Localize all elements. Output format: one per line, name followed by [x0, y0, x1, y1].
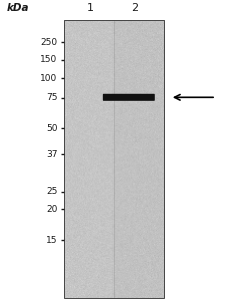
Text: 150: 150: [40, 55, 57, 64]
FancyBboxPatch shape: [103, 94, 155, 101]
Text: 20: 20: [46, 205, 57, 214]
Text: kDa: kDa: [7, 3, 29, 13]
Text: 2: 2: [131, 3, 139, 13]
Bar: [64, 20, 164, 298]
Text: 250: 250: [40, 38, 57, 47]
Text: 15: 15: [46, 235, 57, 245]
Text: 25: 25: [46, 187, 57, 196]
Text: 75: 75: [46, 93, 57, 102]
Text: 37: 37: [46, 150, 57, 159]
Text: 1: 1: [86, 3, 94, 13]
Text: 50: 50: [46, 123, 57, 133]
Text: 100: 100: [40, 74, 57, 83]
